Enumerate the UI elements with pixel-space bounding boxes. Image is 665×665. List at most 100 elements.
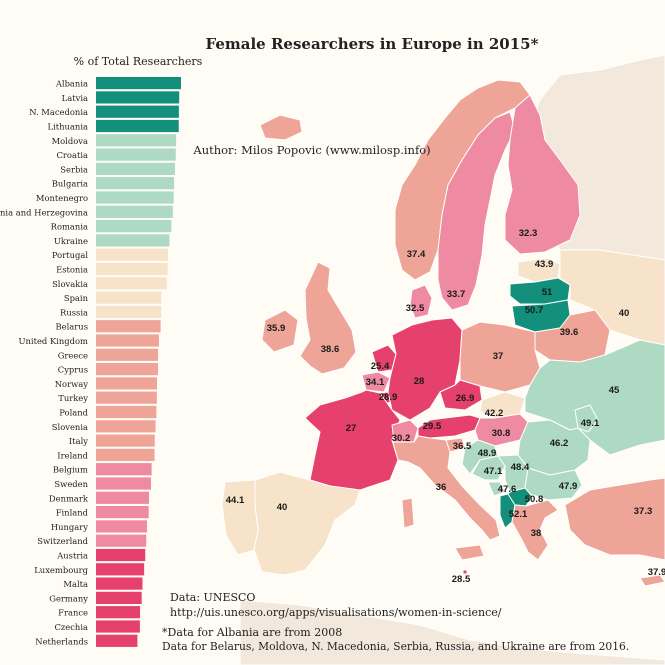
bar-poland: [96, 405, 157, 419]
map-country-montenegro: [487, 481, 506, 497]
map-country-sweden: [437, 111, 516, 311]
map-island-sicily: [454, 544, 485, 561]
bar-label-n-macedonia: N. Macedonia: [29, 107, 88, 117]
bar-label-bulgaria: Bulgaria: [52, 179, 88, 189]
map-value-n-macedonia: 50.8: [525, 494, 544, 505]
map-value-spain: 40: [277, 502, 288, 513]
bar-label-czechia: Czechia: [54, 622, 88, 632]
map-value-portugal: 44.1: [226, 495, 245, 506]
europe-map: [221, 54, 665, 665]
bar-portugal: [96, 248, 168, 261]
bar-ireland: [96, 448, 155, 461]
bar-label-united-kingdom: United Kingdom: [18, 336, 88, 346]
bar-n-macedonia: [96, 105, 179, 118]
bar-label-slovakia: Slovakia: [52, 279, 88, 289]
bar-germany: [96, 591, 142, 604]
map-region-north-africa: [239, 599, 665, 665]
map-value-greece: 38: [531, 528, 542, 539]
map-value-sweden: 33.7: [447, 289, 466, 300]
map-value-croatia: 48.9: [478, 448, 497, 459]
bar-netherlands: [96, 634, 138, 647]
source-url: http://uis.unesco.org/apps/visualisation…: [170, 606, 502, 619]
map-country-turkey: [564, 477, 665, 561]
bar-norway: [96, 377, 158, 390]
bar-label-slovenia: Slovenia: [52, 422, 88, 432]
map-value-finland: 32.3: [519, 228, 538, 239]
bar-estonia: [96, 262, 168, 276]
map-value-united-kingdom: 38.6: [321, 344, 340, 355]
bar-hungary: [96, 520, 148, 533]
map-value-luxembourg: 28.9: [379, 392, 398, 403]
footnote-albania: *Data for Albania are from 2008: [162, 626, 342, 639]
bar-label-croatia: Croatia: [57, 150, 88, 160]
map-country-belgium: [361, 371, 391, 393]
map-value-hungary: 30.8: [492, 428, 511, 439]
map-country-ireland: [261, 309, 299, 353]
map-value-belgium: 34.1: [366, 377, 385, 388]
map-value-montenegro: 47.6: [498, 484, 517, 495]
bar-label-albania: Albania: [55, 79, 88, 89]
bar-croatia: [96, 148, 176, 161]
map-value-turkey: 37.3: [634, 506, 653, 517]
map-island-sardinia: [401, 497, 415, 529]
bar-label-ukraine: Ukraine: [54, 236, 88, 246]
map-value-switzerland: 30.2: [392, 433, 411, 444]
map-country-greece: [511, 499, 559, 561]
bar-label-cyprus: Cyprus: [58, 365, 88, 375]
map-country-switzerland: [391, 419, 419, 443]
bar-label-greece: Greece: [58, 350, 88, 360]
map-value-czechia: 26.9: [456, 393, 475, 404]
map-value-ireland: 35.9: [267, 323, 286, 334]
bar-united-kingdom: [96, 334, 159, 347]
bar-label-luxembourg: Luxembourg: [34, 565, 88, 575]
bar-serbia: [96, 162, 175, 175]
bar-romania: [96, 220, 172, 233]
map-value-cyprus: 37.9: [648, 567, 665, 578]
map-value-bosnia-and-herzegovina: 47.1: [484, 466, 503, 477]
source-label: Data: UNESCO: [170, 591, 255, 604]
bar-belgium: [96, 463, 152, 476]
bar-label-hungary: Hungary: [51, 522, 88, 532]
map-value-estonia: 43.9: [535, 259, 554, 270]
bar-italy: [96, 434, 155, 447]
map-value-netherlands: 25.4: [371, 361, 390, 372]
author-credit: Author: Milos Popovic (www.milosp.info): [192, 143, 430, 157]
bar-latvia: [96, 91, 180, 104]
map-labels: 37.4 33.7 32.3 43.9 51 50.7 40 39.6 32.5 35.9 38.6…: [226, 228, 665, 585]
bar-switzerland: [96, 534, 147, 547]
bar-label-belgium: Belgium: [53, 465, 88, 475]
bar-label-finland: Finland: [56, 508, 89, 518]
bar-label-norway: Norway: [55, 379, 89, 389]
bar-ukraine: [96, 234, 170, 247]
bar-bulgaria: [96, 177, 175, 190]
bar-moldova: [96, 134, 177, 147]
bar-russia: [96, 305, 162, 318]
bar-label-bosnia-and-herzegovina: Bosnia and Herzegovina: [0, 207, 88, 217]
map-value-latvia: 51: [542, 287, 553, 298]
bar-label-serbia: Serbia: [60, 164, 88, 174]
map-value-romania: 46.2: [550, 438, 569, 449]
bar-lithuania: [96, 119, 179, 133]
map-value-serbia: 48.4: [511, 462, 530, 473]
map-country-malta: [462, 569, 468, 575]
map-value-russia: 40: [619, 308, 630, 319]
bar-label-france: France: [58, 608, 88, 618]
bar-label-spain: Spain: [64, 293, 89, 303]
bar-chart: Albania Latvia N. Macedonia Lithuania Moldov…: [0, 77, 181, 647]
map-value-malta: 28.5: [452, 574, 471, 585]
map-value-austria: 29.5: [423, 421, 442, 432]
map-value-slovenia: 36.5: [453, 441, 472, 452]
bar-label-netherlands: Netherlands: [35, 636, 88, 646]
map-country-norway: [394, 79, 531, 281]
bar-label-romania: Romania: [51, 222, 88, 232]
map-country-ukraine: [524, 339, 665, 456]
page-title: Female Researchers in Europe in 2015*: [206, 35, 539, 53]
map-value-bulgaria: 47.9: [559, 481, 578, 492]
map-value-denmark: 32.5: [406, 303, 425, 314]
bar-montenegro: [96, 191, 174, 204]
map-value-slovakia: 42.2: [485, 408, 504, 419]
bar-finland: [96, 506, 149, 519]
bar-greece: [96, 348, 158, 361]
map-value-albania: 52.1: [509, 509, 528, 520]
